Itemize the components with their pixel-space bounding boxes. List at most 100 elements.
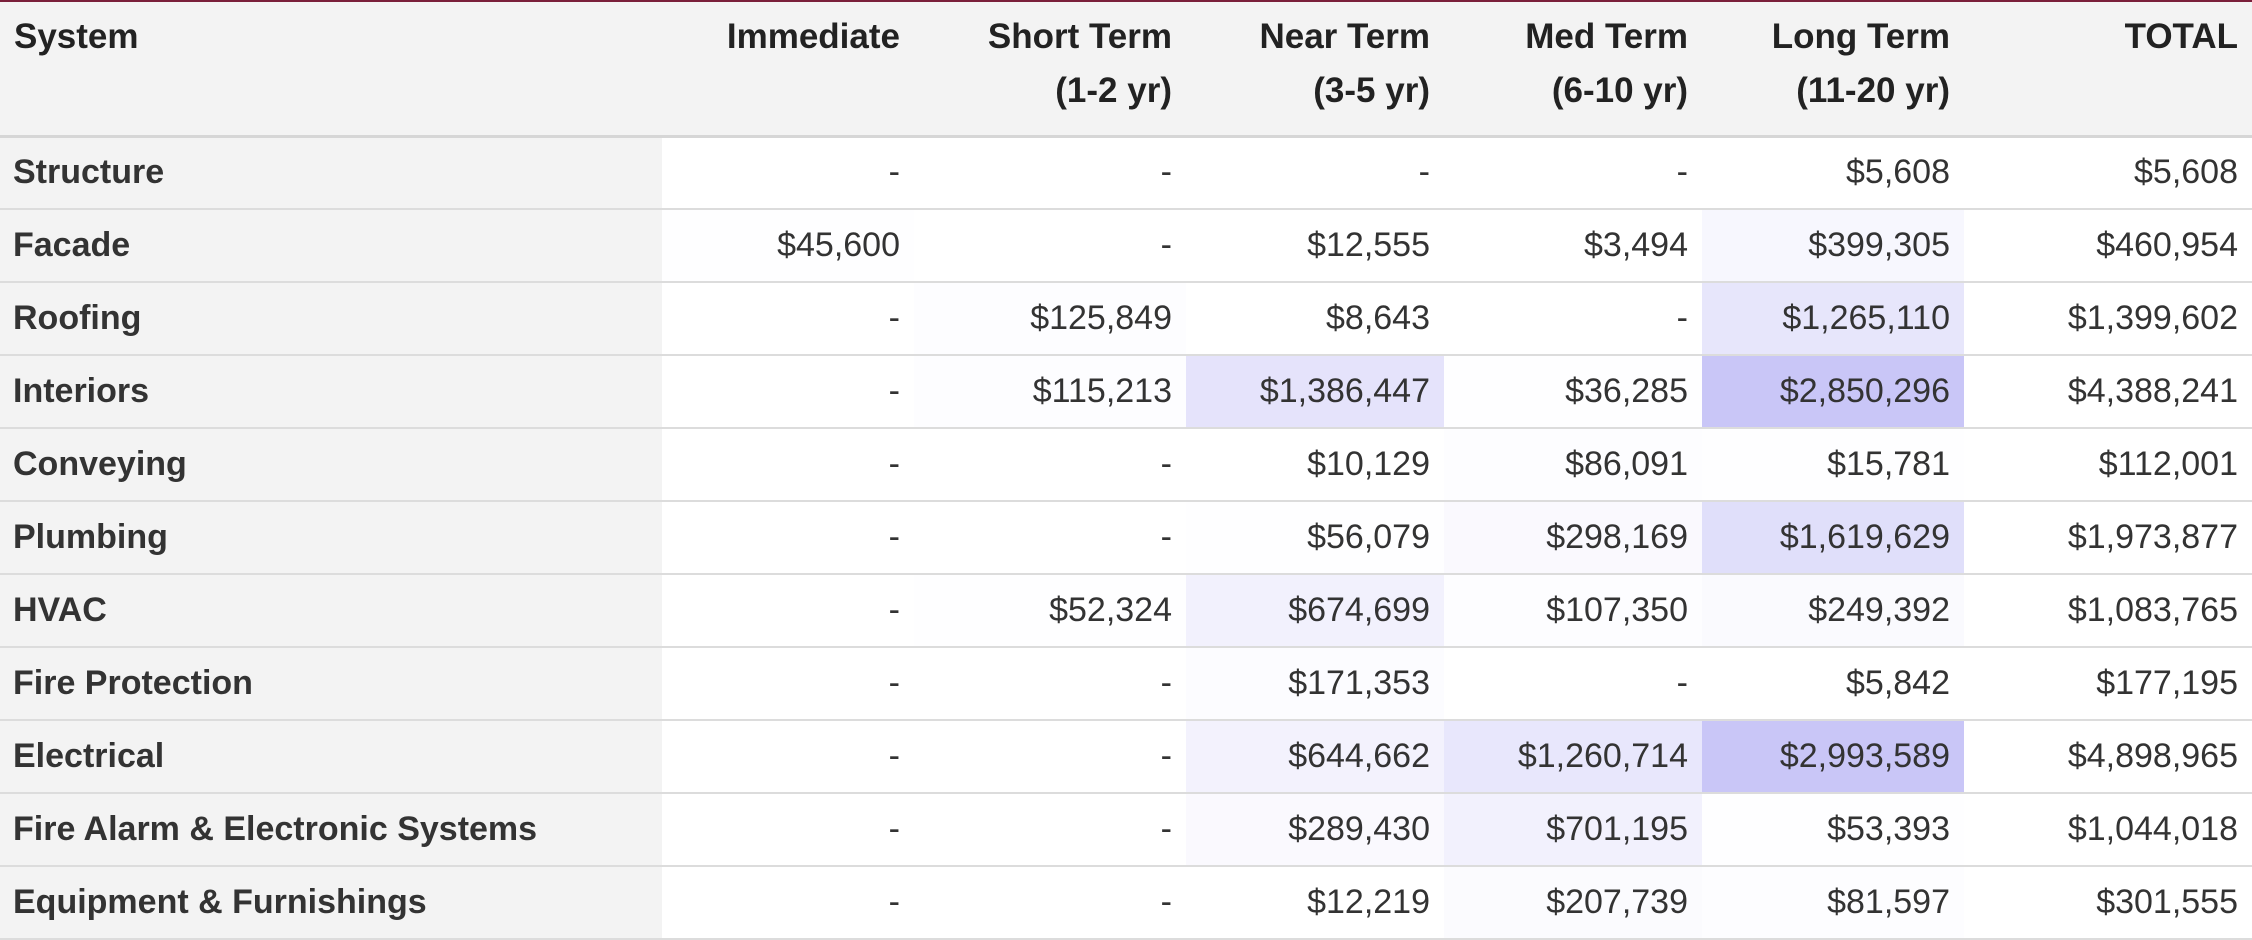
column-header-near-term[interactable]: Near Term (3-5 yr) <box>1186 2 1444 138</box>
cell-short-term: $52,324 <box>914 574 1186 648</box>
row-system-label: HVAC <box>0 574 662 648</box>
table-row: Equipment & Furnishings - - $12,219 $207,739… <box>0 866 2252 940</box>
row-system-label: Facade <box>0 209 662 283</box>
row-system-label: Equipment & Furnishings <box>0 866 662 940</box>
cell-long-term: $2,850,296 <box>1702 355 1964 429</box>
cell-med-term: $3,494 <box>1444 209 1702 283</box>
table-header: System Immediate Short Term (1-2 yr) Nea… <box>0 2 2252 138</box>
cell-short-term: - <box>914 720 1186 794</box>
cell-near-term: $12,555 <box>1186 209 1444 283</box>
cell-med-term: - <box>1444 647 1702 721</box>
cell-total: $112,001 <box>1964 428 2252 502</box>
table-row: Interiors - $115,213 $1,386,447 $36,285 $2,85… <box>0 355 2252 429</box>
cell-immediate: - <box>662 355 914 429</box>
cell-immediate: - <box>662 647 914 721</box>
cell-med-term: - <box>1444 282 1702 356</box>
cell-short-term: - <box>914 501 1186 575</box>
cell-long-term: $5,842 <box>1702 647 1964 721</box>
cell-short-term: - <box>914 209 1186 283</box>
cell-total: $177,195 <box>1964 647 2252 721</box>
cell-total: $460,954 <box>1964 209 2252 283</box>
table-row: Electrical - - $644,662 $1,260,714 $2,993,589… <box>0 720 2252 794</box>
cell-immediate: - <box>662 136 914 210</box>
cell-near-term: $644,662 <box>1186 720 1444 794</box>
cell-short-term: $115,213 <box>914 355 1186 429</box>
row-system-label: Fire Alarm & Electronic Systems <box>0 793 662 867</box>
cell-immediate: - <box>662 866 914 940</box>
cell-med-term: $107,350 <box>1444 574 1702 648</box>
cell-near-term: $171,353 <box>1186 647 1444 721</box>
cell-near-term: $1,386,447 <box>1186 355 1444 429</box>
table-row: HVAC - $52,324 $674,699 $107,350 $249,392 $1,0… <box>0 574 2252 648</box>
cell-total: $1,973,877 <box>1964 501 2252 575</box>
cell-long-term: $1,619,629 <box>1702 501 1964 575</box>
cell-med-term: $298,169 <box>1444 501 1702 575</box>
row-system-label: Electrical <box>0 720 662 794</box>
cell-total: $1,044,018 <box>1964 793 2252 867</box>
column-header-long-term[interactable]: Long Term (11-20 yr) <box>1702 2 1964 138</box>
table-row: Fire Alarm & Electronic Systems - - $289,43… <box>0 793 2252 867</box>
table-row: Fire Protection - - $171,353- $5,842 $177,195 <box>0 647 2252 721</box>
cell-near-term: $56,079 <box>1186 501 1444 575</box>
cell-long-term: $249,392 <box>1702 574 1964 648</box>
cell-total: $4,898,965 <box>1964 720 2252 794</box>
table-row: Facade $45,600- $12,555 $3,494 $399,305 $460,… <box>0 209 2252 283</box>
cell-long-term: $2,993,589 <box>1702 720 1964 794</box>
cell-long-term: $15,781 <box>1702 428 1964 502</box>
cell-short-term: - <box>914 647 1186 721</box>
cell-long-term: $1,265,110 <box>1702 282 1964 356</box>
cell-short-term: $125,849 <box>914 282 1186 356</box>
cell-long-term: $399,305 <box>1702 209 1964 283</box>
top-accent-rule <box>0 0 2252 2</box>
cell-near-term: $8,643 <box>1186 282 1444 356</box>
cell-total: $1,399,602 <box>1964 282 2252 356</box>
cell-total: $5,608 <box>1964 136 2252 210</box>
cell-total: $301,555 <box>1964 866 2252 940</box>
table-row: Plumbing - - $56,079 $298,169 $1,619,629 $1,97… <box>0 501 2252 575</box>
cell-immediate: - <box>662 793 914 867</box>
cell-immediate: - <box>662 574 914 648</box>
column-header-immediate[interactable]: Immediate <box>662 2 914 138</box>
row-system-label: Structure <box>0 136 662 210</box>
column-header-total[interactable]: TOTAL <box>1964 2 2252 138</box>
row-system-label: Fire Protection <box>0 647 662 721</box>
column-header-med-term[interactable]: Med Term (6-10 yr) <box>1444 2 1702 138</box>
cell-long-term: $81,597 <box>1702 866 1964 940</box>
column-header-system[interactable]: System <box>0 2 662 138</box>
row-system-label: Conveying <box>0 428 662 502</box>
cell-immediate: $45,600 <box>662 209 914 283</box>
column-header-short-term[interactable]: Short Term (1-2 yr) <box>914 2 1186 138</box>
cell-near-term: $10,129 <box>1186 428 1444 502</box>
cell-short-term: - <box>914 793 1186 867</box>
cell-near-term: - <box>1186 136 1444 210</box>
cell-immediate: - <box>662 720 914 794</box>
table-row: Roofing - $125,849 $8,643- $1,265,110 $1,399,… <box>0 282 2252 356</box>
cell-total: $1,083,765 <box>1964 574 2252 648</box>
row-system-label: Plumbing <box>0 501 662 575</box>
cell-short-term: - <box>914 136 1186 210</box>
cell-near-term: $674,699 <box>1186 574 1444 648</box>
cell-med-term: - <box>1444 136 1702 210</box>
cell-long-term: $5,608 <box>1702 136 1964 210</box>
table-body: Structure - - - - $5,608 $5,608 Facade $45,600- $… <box>0 136 2252 940</box>
cell-med-term: $86,091 <box>1444 428 1702 502</box>
cell-immediate: - <box>662 501 914 575</box>
table-row: Structure - - - - $5,608 $5,608 <box>0 136 2252 210</box>
row-system-label: Roofing <box>0 282 662 356</box>
row-system-label: Interiors <box>0 355 662 429</box>
cell-immediate: - <box>662 282 914 356</box>
table-row: Conveying - - $10,129 $86,091 $15,781 $112,001 <box>0 428 2252 502</box>
cell-med-term: $207,739 <box>1444 866 1702 940</box>
cell-med-term: $1,260,714 <box>1444 720 1702 794</box>
cell-near-term: $289,430 <box>1186 793 1444 867</box>
cell-near-term: $12,219 <box>1186 866 1444 940</box>
cell-med-term: $36,285 <box>1444 355 1702 429</box>
cell-long-term: $53,393 <box>1702 793 1964 867</box>
cell-med-term: $701,195 <box>1444 793 1702 867</box>
header-row: System Immediate Short Term (1-2 yr) Nea… <box>0 2 2252 138</box>
cell-total: $4,388,241 <box>1964 355 2252 429</box>
cell-short-term: - <box>914 428 1186 502</box>
cell-immediate: - <box>662 428 914 502</box>
cell-short-term: - <box>914 866 1186 940</box>
